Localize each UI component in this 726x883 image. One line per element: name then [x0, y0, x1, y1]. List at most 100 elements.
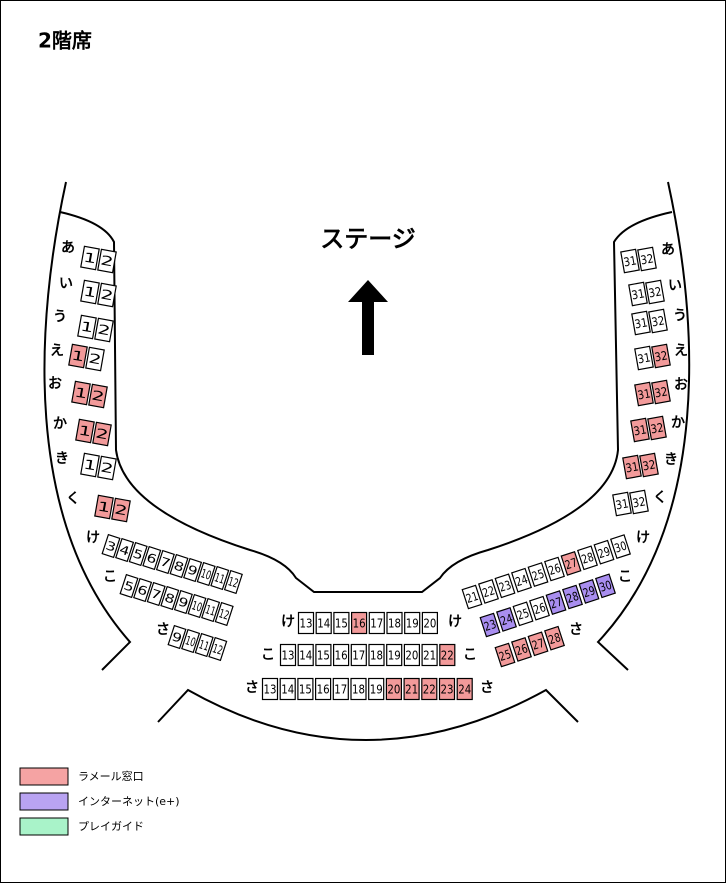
row-label: こ — [463, 647, 477, 663]
row-label: お — [674, 377, 688, 393]
seat-number: 2 — [94, 426, 109, 443]
seat-number: 19 — [370, 683, 383, 697]
seat: 7 — [155, 549, 175, 575]
seat-number: 25 — [497, 647, 513, 664]
seat-box — [528, 595, 551, 621]
seat-box — [160, 585, 180, 611]
seat: 24 — [510, 567, 533, 593]
seat: 25 — [527, 562, 549, 588]
seat-box — [368, 611, 385, 635]
seat: 1 — [94, 494, 114, 520]
seat: 29 — [593, 539, 615, 565]
seat: 21 — [421, 643, 438, 667]
seat-box — [315, 677, 332, 701]
seat-number: 11 — [197, 637, 211, 653]
seat-box — [279, 643, 297, 667]
legend-swatch — [19, 817, 69, 836]
seat-number: 21 — [423, 649, 436, 663]
seat-number: 31 — [630, 286, 645, 302]
seat-box — [477, 578, 500, 604]
seat-box — [510, 636, 533, 662]
seat-box — [133, 577, 153, 603]
seat-number: 20 — [423, 617, 436, 631]
legend-swatch — [19, 767, 69, 786]
seat-box — [629, 489, 649, 515]
seat: 31 — [622, 454, 642, 480]
seat: 1 — [77, 314, 97, 340]
seat-box — [561, 584, 584, 610]
seat: 5 — [119, 573, 139, 599]
seat-box — [80, 452, 100, 478]
legend-label: インターネット(e+) — [78, 795, 180, 808]
seat-box — [155, 549, 175, 575]
seat-number: 23 — [482, 617, 498, 634]
seat: 25 — [494, 642, 516, 668]
seat-box — [594, 573, 617, 599]
seat-box — [631, 310, 651, 336]
seat: 9 — [183, 557, 203, 583]
seat-box — [439, 643, 456, 667]
seat-number: 1 — [82, 284, 97, 301]
seat-box — [214, 601, 234, 627]
seat-box — [75, 418, 95, 444]
row-label: こ — [618, 569, 632, 585]
seat: 31 — [630, 417, 650, 443]
seat-number: 15 — [335, 617, 348, 631]
seat-box — [111, 497, 131, 523]
seat: 32 — [651, 343, 671, 369]
seat-number: 6 — [136, 582, 150, 598]
seat-box — [350, 643, 367, 667]
seat: 31 — [620, 248, 640, 274]
seat-box — [651, 379, 671, 405]
seat-box — [645, 279, 665, 305]
seat: 15 — [315, 643, 332, 667]
seat-box — [386, 643, 403, 667]
seat: 1 — [80, 279, 100, 305]
seat: 28 — [561, 584, 584, 610]
seat: 20 — [403, 643, 420, 667]
row-label: い — [59, 276, 73, 292]
seat-number: 28 — [547, 630, 563, 647]
seat-number: 1 — [77, 423, 92, 440]
seat-number: 26 — [547, 561, 563, 578]
seat: 22 — [439, 643, 456, 667]
seat-box — [94, 317, 114, 343]
seat: 6 — [133, 577, 153, 603]
seat: 10 — [187, 593, 207, 619]
seat-box — [333, 643, 350, 667]
seat: 24 — [456, 677, 473, 701]
seat-number: 32 — [653, 384, 668, 400]
seat-number: 11 — [213, 570, 227, 586]
seat: 23 — [438, 677, 456, 701]
seat-box — [593, 539, 615, 565]
seat-number: 14 — [317, 617, 330, 631]
seat-box — [651, 343, 671, 369]
seat-box — [634, 345, 654, 371]
seat: 32 — [648, 308, 668, 334]
row-label: え — [674, 343, 688, 359]
row-label: き — [55, 451, 69, 467]
seat-number: 31 — [624, 459, 639, 475]
seat-number: 17 — [352, 649, 365, 663]
seat: 31 — [634, 345, 654, 371]
seat-number: 15 — [317, 649, 330, 663]
seat-box — [560, 550, 582, 576]
seat-number: 5 — [122, 578, 136, 594]
seat: 12 — [214, 601, 234, 627]
seat-number: 31 — [632, 422, 647, 438]
seat-box — [634, 381, 654, 407]
seat: 32 — [647, 415, 667, 441]
legend-label: プレイガイド — [78, 820, 144, 833]
seat: 32 — [645, 279, 665, 305]
seat: 12 — [223, 569, 243, 595]
hall-outline — [43, 181, 691, 741]
seat-number: 19 — [406, 617, 419, 631]
seat-box — [128, 541, 148, 567]
stage-label: ステージ — [320, 225, 416, 253]
row-label: か — [53, 416, 67, 432]
seat-number: 20 — [405, 649, 418, 663]
seat-number: 1 — [79, 319, 94, 336]
seat-box — [630, 417, 650, 443]
seat: 2 — [97, 455, 117, 481]
